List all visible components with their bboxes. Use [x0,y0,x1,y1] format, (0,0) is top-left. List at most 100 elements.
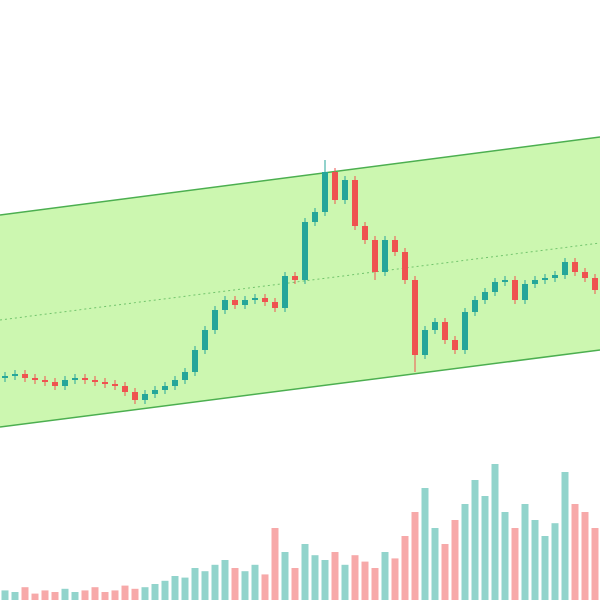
volume-bar [251,564,259,600]
candle-body [352,180,358,226]
volume-bar [571,504,579,600]
volume-bar [291,568,299,600]
volume-bar [521,504,529,600]
volume-bar [301,544,309,600]
volume-bar [351,555,359,600]
candle-body [72,378,78,380]
volume-bar [471,480,479,600]
candle-body [322,172,328,212]
candle-body [592,278,598,290]
volume-bar [331,552,339,600]
candle-body [532,280,538,284]
volume-bar [41,590,49,600]
candle-body [112,384,118,386]
candle-body [522,284,528,300]
candle-body [132,392,138,400]
candle-body [582,272,588,278]
volume-bar [551,523,559,600]
candle-body [212,310,218,330]
candle-body [92,380,98,382]
candle-body [172,380,178,386]
volume-bar [111,590,119,600]
candle-body [412,280,418,355]
candle-body [272,302,278,308]
candle-body [552,275,558,278]
volume-bar [81,590,89,600]
volume-bar [451,520,459,600]
volume-bar [231,568,239,600]
volume-bar [531,520,539,600]
candle-body [82,378,88,380]
volume-bar [61,588,69,600]
volume-bar [171,576,179,600]
candle-body [452,340,458,350]
candle-body [42,380,48,382]
candle-body [242,300,248,305]
candle-body [312,212,318,222]
candle-body [332,172,338,200]
volume-bar [381,552,389,600]
volume-bar [271,528,279,600]
volume-bar [321,560,329,600]
volume-bar [421,488,429,600]
candle-body [162,386,168,390]
candle-body [492,282,498,292]
volume-bar [441,544,449,600]
candle-body [222,300,228,310]
candle-body [252,298,258,300]
candle-body [302,222,308,280]
volume-bar [161,580,169,600]
candle-body [402,252,408,280]
channel-fill [0,137,600,427]
volume-bar [581,512,589,600]
candle-body [152,390,158,394]
volume-bar [181,577,189,600]
candle-body [502,280,508,282]
candle-body [182,372,188,380]
volume-bar [461,504,469,600]
candle-body [282,276,288,308]
channel-middle-line [0,242,600,321]
candle-body [382,240,388,272]
volume-bar [541,536,549,600]
candle-body [482,292,488,300]
volume-bar [141,587,149,600]
candle-body [372,240,378,272]
candle-body [2,376,8,378]
volume-bar [31,593,39,600]
candle-body [442,322,448,340]
candle-body [472,300,478,312]
volume-bar [201,571,209,600]
candle-body [562,262,568,275]
volume-bar [391,558,399,600]
candle-body [542,278,548,280]
candle-body [122,386,128,392]
candle-body [32,378,38,380]
volume-bar [151,584,159,600]
volume-bar [481,496,489,600]
candle-body [192,350,198,372]
candle-body [232,300,238,305]
volume-bar [361,561,369,600]
candle-body [22,374,28,378]
candle-body [142,394,148,400]
volume-bar [131,588,139,600]
volume-bar [211,564,219,600]
channel-lower-line [0,349,600,428]
volume-bar [1,590,9,600]
volume-bar [101,592,109,600]
volume-bar [281,552,289,600]
candle-body [102,382,108,384]
candle-body [462,312,468,350]
candle-body [572,262,578,272]
candle-body [292,276,298,280]
volume-bar [501,512,509,600]
candle-body [202,330,208,350]
candle-body [342,180,348,200]
candle-body [52,382,58,386]
volume-bar [341,564,349,600]
volume-bar [401,536,409,600]
volume-bar [21,587,29,600]
volume-bar [371,568,379,600]
